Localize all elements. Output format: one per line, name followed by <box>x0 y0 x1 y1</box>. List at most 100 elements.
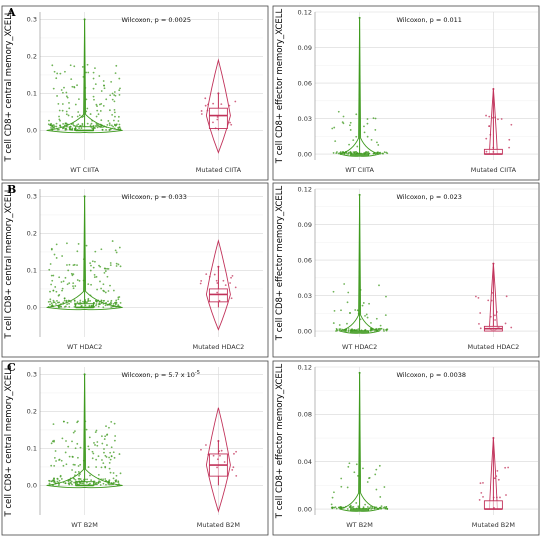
data-point <box>61 127 64 130</box>
data-point <box>335 330 337 332</box>
data-point <box>76 129 79 131</box>
data-point <box>212 121 214 124</box>
data-point <box>217 92 220 95</box>
y-tick-label: 0.06 <box>298 79 312 87</box>
data-point <box>92 303 95 306</box>
data-point <box>115 480 117 483</box>
data-point <box>113 422 116 425</box>
data-point <box>92 87 95 90</box>
data-point <box>64 122 67 125</box>
data-point <box>61 255 64 257</box>
data-point <box>361 304 364 307</box>
data-point <box>63 124 66 127</box>
data-point <box>385 295 387 298</box>
data-point <box>94 125 97 127</box>
data-point <box>113 111 116 114</box>
data-point <box>338 329 341 332</box>
data-point <box>67 445 70 448</box>
data-point <box>71 483 73 486</box>
data-point <box>340 477 343 480</box>
data-point <box>81 65 84 68</box>
chart-panel: 0.00 0.04 0.08 0.12 T cell CD8+ effector mem… <box>272 360 540 536</box>
data-point <box>474 295 477 298</box>
data-point <box>70 123 73 126</box>
data-point <box>91 260 94 263</box>
data-point <box>52 87 55 90</box>
data-point <box>106 124 109 126</box>
data-point <box>72 431 75 434</box>
data-point <box>86 301 89 303</box>
data-point <box>94 250 97 253</box>
data-point <box>109 262 112 264</box>
data-point <box>102 283 105 286</box>
data-point <box>59 72 62 75</box>
y-tick-label: 0.3 <box>27 371 37 379</box>
violin <box>339 17 380 157</box>
data-point <box>87 483 90 486</box>
data-point <box>112 303 115 305</box>
wt-group <box>46 18 123 134</box>
data-point <box>98 125 100 128</box>
data-point <box>111 92 114 95</box>
data-point <box>205 273 208 276</box>
data-point <box>51 304 54 307</box>
data-point <box>101 128 104 131</box>
data-point <box>109 264 112 267</box>
y-tick-label: 0.0 <box>27 304 37 312</box>
data-point <box>63 86 65 89</box>
data-point <box>82 279 85 282</box>
data-point <box>207 103 209 106</box>
data-point <box>60 303 62 305</box>
data-point <box>53 301 56 304</box>
data-point <box>204 104 207 107</box>
data-point <box>91 450 94 453</box>
violin <box>339 194 380 334</box>
y-axis-title: T cell CD8+ effector memory_XCELL <box>275 9 285 165</box>
data-point <box>379 507 382 509</box>
data-point <box>354 309 357 311</box>
data-point <box>98 301 101 303</box>
data-point <box>60 305 62 308</box>
data-point <box>108 128 111 131</box>
data-point <box>55 125 58 128</box>
data-point <box>90 122 93 125</box>
data-point <box>68 282 71 285</box>
data-point <box>79 303 81 305</box>
data-point <box>78 480 80 483</box>
data-point <box>107 290 110 292</box>
data-point <box>213 273 216 276</box>
data-point <box>495 475 498 478</box>
data-point <box>492 146 495 149</box>
data-point <box>100 125 103 127</box>
y-tick-label: 0.0 <box>27 482 37 490</box>
data-point <box>73 65 76 68</box>
data-point <box>74 474 76 477</box>
data-point <box>53 477 55 480</box>
data-point <box>77 478 80 480</box>
data-point <box>110 124 113 127</box>
data-point <box>97 299 100 302</box>
data-point <box>58 109 61 112</box>
data-point <box>114 123 116 126</box>
data-point <box>78 98 80 101</box>
data-point <box>352 139 355 142</box>
data-point <box>72 124 75 127</box>
data-point <box>357 328 360 331</box>
x-tick-label: WT CIITA <box>345 166 374 174</box>
data-point <box>84 304 87 307</box>
data-point <box>89 299 92 302</box>
data-point <box>77 111 80 113</box>
data-point <box>118 123 121 126</box>
y-tick-label: 0.12 <box>298 185 312 193</box>
data-point <box>360 152 362 155</box>
data-point <box>50 442 53 445</box>
data-point <box>95 481 98 484</box>
data-point <box>58 479 61 482</box>
data-point <box>353 471 356 474</box>
x-tick-label: WT B2M <box>71 521 98 529</box>
data-point <box>105 425 107 428</box>
data-point <box>376 141 378 144</box>
data-point <box>231 275 234 277</box>
data-point <box>117 483 120 486</box>
data-point <box>332 152 335 154</box>
